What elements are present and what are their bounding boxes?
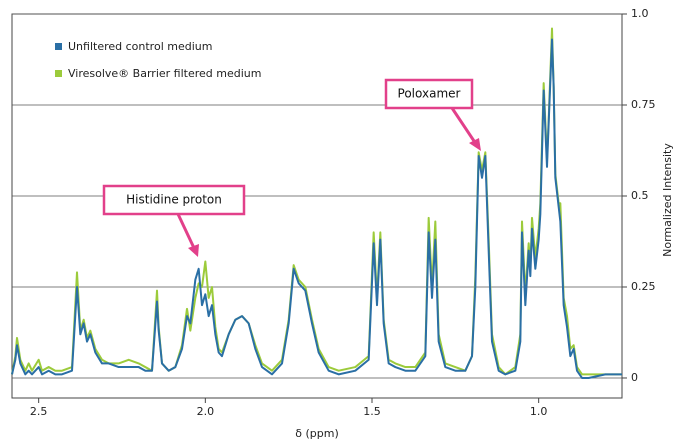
- annotation-text: Histidine proton: [126, 193, 222, 207]
- legend: Unfiltered control medium Viresolve® Bar…: [55, 40, 261, 80]
- y-tick-label: 0.75: [631, 98, 656, 111]
- annotation: Poloxamer: [384, 78, 481, 151]
- annotation-text: Poloxamer: [398, 87, 461, 101]
- annotation-box: [102, 184, 246, 216]
- legend-label: Unfiltered control medium: [68, 40, 212, 53]
- annotation-box: [384, 78, 474, 110]
- x-tick-label: 1.0: [530, 405, 548, 418]
- legend-swatch: [55, 43, 62, 50]
- y-tick-label: 0.5: [631, 189, 649, 202]
- x-tick-label: 2.5: [30, 405, 48, 418]
- lines: [11, 27, 622, 379]
- annotation-arrow: [176, 213, 196, 249]
- y-tick-label: 0: [631, 371, 638, 384]
- annotation-arrow: [450, 107, 478, 145]
- series-line: [11, 38, 622, 379]
- y-tick-label: 0.25: [631, 280, 656, 293]
- x-tick-label: 1.5: [363, 405, 381, 418]
- y-tick-label: 1.0: [631, 7, 649, 20]
- y-axis-label: Normalized Intensity: [661, 143, 674, 257]
- legend-label: Viresolve® Barrier filtered medium: [68, 67, 261, 80]
- annotation: Histidine proton: [102, 184, 246, 257]
- x-tick-label: 2.0: [197, 405, 215, 418]
- x-axis-label: δ (ppm): [295, 427, 339, 440]
- annotation-arrowhead: [188, 244, 199, 257]
- legend-swatch: [55, 70, 62, 77]
- annotation-arrowhead: [469, 138, 481, 151]
